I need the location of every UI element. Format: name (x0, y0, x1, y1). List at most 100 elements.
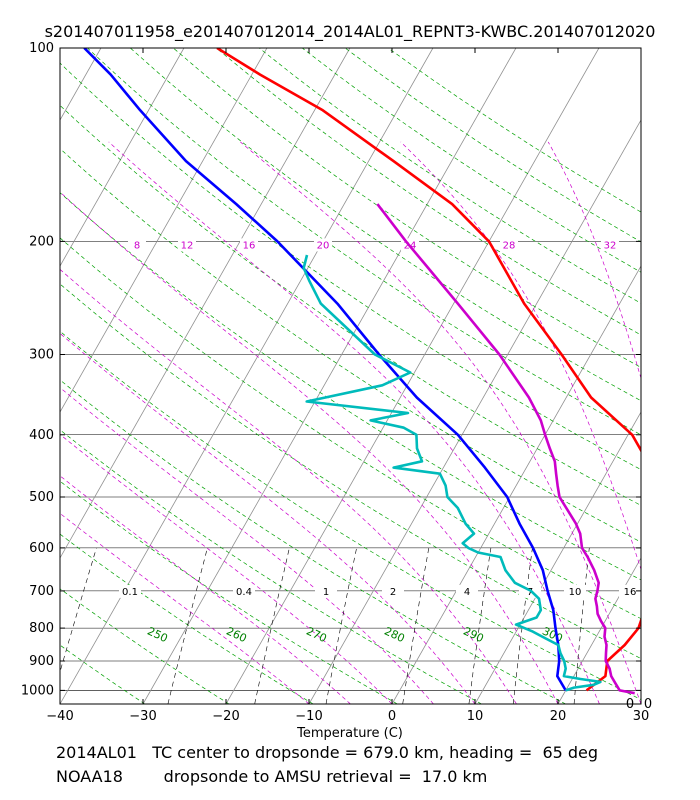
dry-adiabat-350 (60, 104, 641, 506)
dry-adiabat-320 (60, 237, 641, 620)
mixing-ratio-label: 2 (390, 587, 396, 598)
mixing-ratio-line-10 (512, 547, 533, 704)
moist-label-bg (601, 238, 619, 252)
isotherm--10 (308, 119, 641, 704)
dry-adiabat-340 (60, 148, 641, 543)
chart-grid (0, 48, 641, 704)
dry-adiabat-230 (60, 703, 61, 704)
isotherm--50 (60, 48, 351, 559)
moist-label-bg (500, 238, 518, 252)
mixing-ratio-line-4 (402, 547, 430, 704)
moist-adiabat-40 (547, 141, 641, 380)
isotherm--80 (60, 48, 102, 121)
moist-adiabat--10 (60, 512, 310, 704)
moist-adiabat-35 (400, 141, 641, 571)
moist-adiabat-label: 32 (604, 240, 617, 251)
moist-adiabat--5 (60, 475, 351, 704)
mixing-ratio-line-2 (325, 547, 357, 704)
x-tick-label: 30 (633, 709, 650, 724)
isotherm--70 (60, 48, 185, 267)
mixing-ratio-label: 4 (464, 587, 470, 598)
dry-adiabat-380 (130, 48, 641, 402)
isotherm-10 (474, 411, 641, 704)
mixing-ratio-line-0.1 (60, 547, 97, 673)
isotherm--20 (225, 48, 600, 704)
dry-adiabat-label: 280 (382, 624, 407, 645)
mixing-label-bg (382, 584, 404, 598)
moist-label-bg (240, 238, 258, 252)
x-tick-label: −20 (212, 709, 239, 724)
mixing-ratio-label: 0.4 (236, 587, 252, 598)
mixing-ratio-line-7 (468, 547, 492, 704)
dry-adiabat-label: 250 (145, 624, 170, 645)
dry-adiabat-330 (60, 192, 641, 581)
y-tick-label: 200 (29, 234, 54, 249)
mixing-ratio-label: 1 (323, 587, 329, 598)
dry-adiabat-260 (60, 533, 314, 704)
mixing-ratio-line-0.4 (167, 547, 208, 704)
mixing-label-bg (564, 584, 586, 598)
moist-adiabat-label: 8 (134, 240, 140, 251)
retrieval-distance-info: NOAA18 dropsonde to AMSU retrieval = 17.… (56, 767, 488, 786)
y-tick-label: 300 (29, 347, 54, 362)
moist-label-bg (128, 238, 146, 252)
moist-adiabat-label: 20 (317, 240, 330, 251)
mixing-ratio-label: 7 (527, 587, 533, 598)
mixing-ratio-line-1 (254, 547, 290, 704)
x-tick-label: 20 (550, 709, 567, 724)
y-tick-label: 800 (29, 621, 54, 636)
mixing-label-bg (233, 584, 255, 598)
dry-adiabat-280 (60, 429, 482, 704)
y-tick-label: 1000 (21, 683, 54, 698)
series-line-2 (376, 203, 635, 695)
mixing-ratio-label: 0.1 (122, 587, 138, 598)
dry-adiabat-310 (60, 283, 641, 659)
tc-center-info: 2014AL01 TC center to dropsonde = 679.0 … (56, 743, 599, 762)
isotherm-0 (391, 265, 641, 704)
moist-adiabat-15 (60, 268, 517, 704)
dry-adiabat-label: 260 (224, 624, 249, 645)
dry-adiabat-390 (173, 48, 641, 368)
dry-adiabat-400 (215, 48, 641, 336)
y-tick-label: 700 (29, 584, 54, 599)
isotherm--90 (0, 48, 18, 704)
dry-adiabat-370 (87, 48, 641, 436)
dry-adiabat-410 (258, 48, 641, 304)
dry-adiabat-290 (60, 379, 566, 704)
dry-adiabat-440 (387, 48, 641, 213)
moist-adiabat-label: 12 (181, 240, 194, 251)
mixing-label-bg (119, 584, 141, 598)
mixing-ratio-label: 16 (624, 587, 637, 598)
x-axis-label: Temperature (C) (296, 726, 403, 741)
moist-label-bg (314, 238, 332, 252)
x-tick-label: 0 (388, 709, 396, 724)
isotherm-20 (557, 557, 641, 704)
y-tick-label: 400 (29, 428, 54, 443)
moist-adiabat-5 (60, 387, 434, 704)
series-line-3 (302, 254, 602, 692)
x-tick-label: −30 (129, 709, 156, 724)
corner-label: 0 (644, 697, 652, 712)
isotherm--40 (60, 48, 434, 704)
x-tick-label: −40 (46, 709, 73, 724)
dry-adiabat-label: 290 (461, 624, 486, 645)
moist-adiabat-30 (240, 141, 641, 704)
moist-adiabat-20 (60, 191, 559, 704)
moist-adiabat-25 (108, 141, 600, 704)
x-tick-label: 10 (467, 709, 484, 724)
y-tick-label: 600 (29, 541, 54, 556)
dry-adiabat-300 (60, 330, 641, 700)
y-tick-label: 100 (29, 41, 54, 56)
moist-adiabat-label: 28 (503, 240, 516, 251)
moist-label-bg (178, 238, 196, 252)
mixing-label-bg (456, 584, 478, 598)
x-tick-label: −10 (295, 709, 322, 724)
y-tick-label: 900 (29, 654, 54, 669)
isotherm--30 (142, 48, 517, 704)
mixing-label-bg (315, 584, 337, 598)
moist-adiabat-0 (60, 434, 393, 704)
y-tick-label: 500 (29, 490, 54, 505)
dry-adiabat-250 (60, 588, 230, 704)
